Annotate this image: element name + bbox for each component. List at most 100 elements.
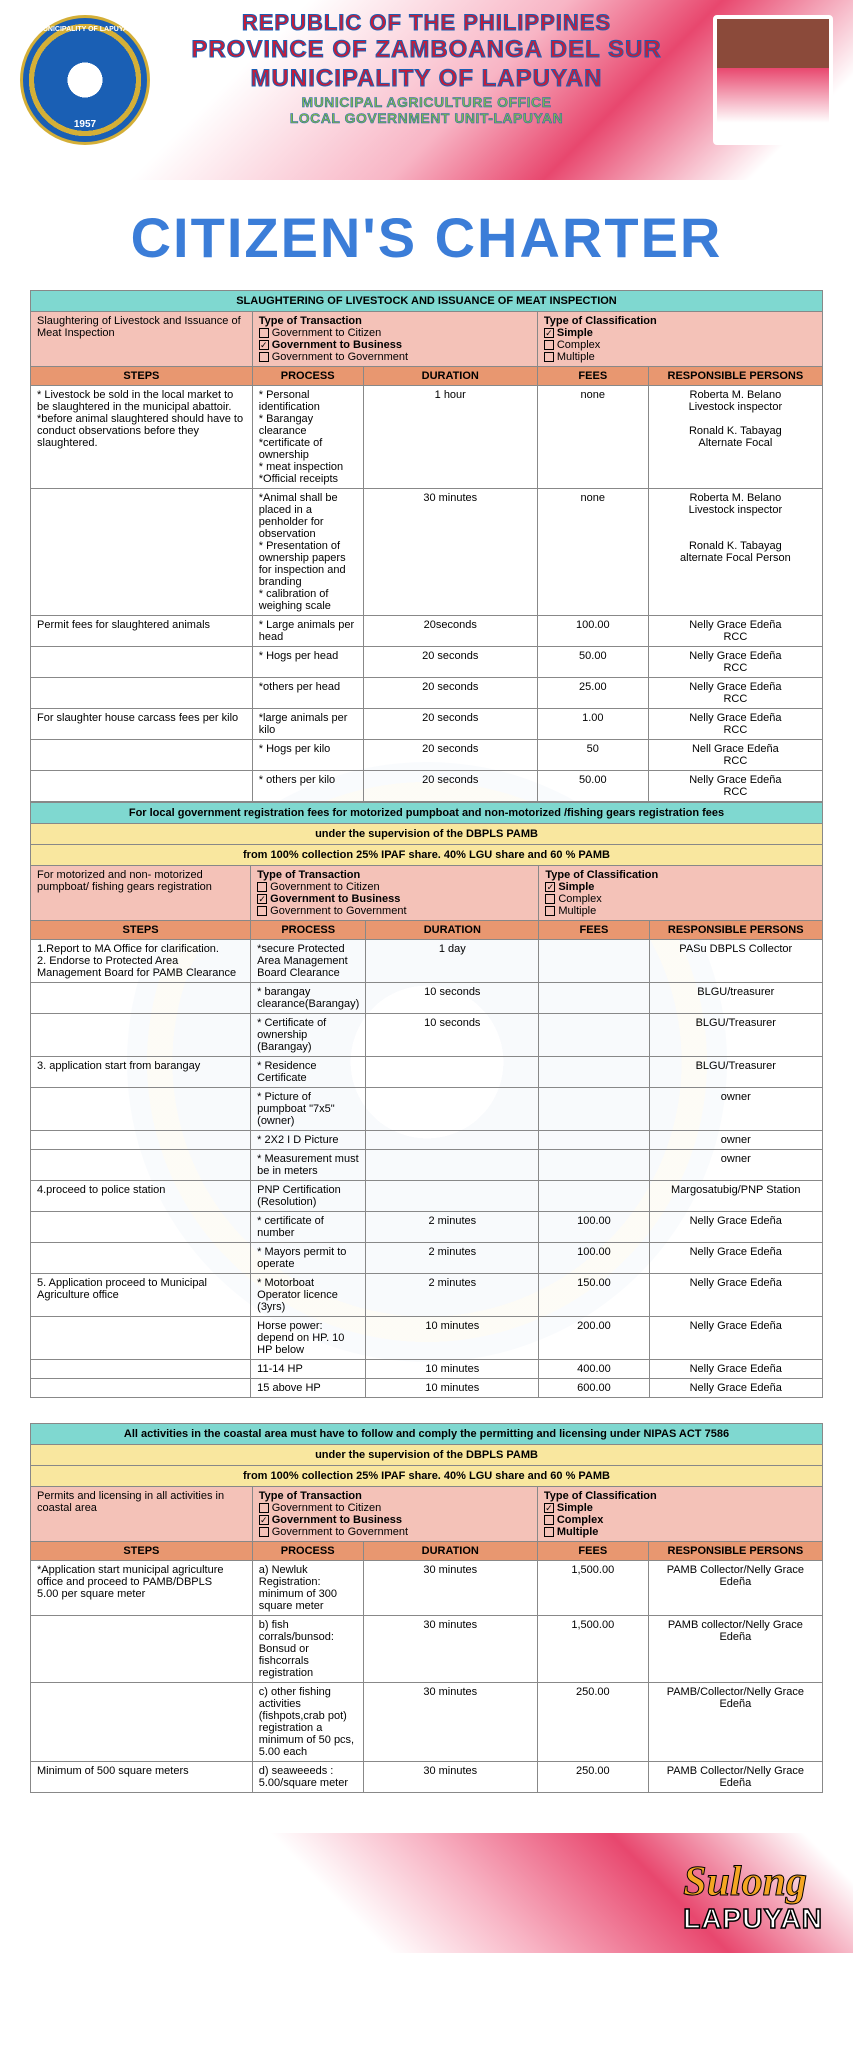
- cell-duration: 30 minutes: [363, 1762, 537, 1793]
- cell-process: * Picture of pumpboat "7x5" (owner): [251, 1088, 366, 1131]
- slogan: Sulong LAPUYAN: [683, 1866, 823, 1933]
- cell-resp: owner: [649, 1131, 823, 1150]
- cell-resp: PASu DBPLS Collector: [649, 940, 823, 983]
- section2-service: For motorized and non- motorized pumpboa…: [31, 866, 251, 921]
- cell-steps: [31, 647, 253, 678]
- table-row: * Hogs per kilo20 seconds50Nell Grace Ed…: [31, 740, 823, 771]
- seal-text: MUNICIPALITY OF LAPUYAN: [23, 26, 147, 33]
- section1-table: SLAUGHTERING OF LIVESTOCK AND ISSUANCE O…: [30, 290, 823, 802]
- cell-fees: [539, 1014, 649, 1057]
- table-row: * Picture of pumpboat "7x5" (owner)owner: [31, 1088, 823, 1131]
- table-row: c) other fishing activities (fishpots,cr…: [31, 1683, 823, 1762]
- table-row: Permit fees for slaughtered animals* Lar…: [31, 616, 823, 647]
- cell-fees: 100.00: [539, 1212, 649, 1243]
- cell-duration: [366, 1057, 539, 1088]
- cell-fees: 600.00: [539, 1379, 649, 1398]
- cell-duration: 10 seconds: [366, 1014, 539, 1057]
- cell-process: 15 above HP: [251, 1379, 366, 1398]
- cell-process: Horse power: depend on HP. 10 HP below: [251, 1317, 366, 1360]
- cell-process: * Hogs per head: [252, 647, 363, 678]
- section1-header-row: STEPS PROCESS DURATION FEES RESPONSIBLE …: [31, 367, 823, 386]
- cell-fees: [539, 1131, 649, 1150]
- section2-table: For local government registration fees f…: [30, 802, 823, 1398]
- cell-process: b) fish corrals/bunsod: Bonsud or fishco…: [252, 1616, 363, 1683]
- content: SLAUGHTERING OF LIVESTOCK AND ISSUANCE O…: [0, 290, 853, 1833]
- page: MUNICIPALITY OF LAPUYAN 1957 REPUBLIC OF…: [0, 0, 853, 1953]
- footer: Sulong LAPUYAN: [0, 1833, 853, 1953]
- checkbox-icon: [544, 340, 554, 350]
- table-row: * certificate of number2 minutes100.00Ne…: [31, 1212, 823, 1243]
- cell-resp: Nelly Grace Edeña RCC: [648, 709, 822, 740]
- cell-steps: [31, 1243, 251, 1274]
- title-band: CITIZEN'S CHARTER: [0, 180, 853, 290]
- table-row: * others per kilo20 seconds50.00Nelly Gr…: [31, 771, 823, 802]
- cell-steps: [31, 983, 251, 1014]
- section3-banner3: from 100% collection 25% IPAF share. 40%…: [31, 1466, 823, 1487]
- section1-service: Slaughtering of Livestock and Issuance o…: [31, 312, 253, 367]
- table-row: * Mayors permit to operate2 minutes100.0…: [31, 1243, 823, 1274]
- cell-resp: Nelly Grace Edeña: [649, 1274, 823, 1317]
- cell-process: * Certificate of ownership (Barangay): [251, 1014, 366, 1057]
- table-row: 3. application start from barangay* Resi…: [31, 1057, 823, 1088]
- section1-meta-row: Slaughtering of Livestock and Issuance o…: [31, 312, 823, 367]
- cell-duration: 10 minutes: [366, 1379, 539, 1398]
- cell-steps: * Livestock be sold in the local market …: [31, 386, 253, 489]
- cell-duration: 2 minutes: [366, 1274, 539, 1317]
- checkbox-icon: [257, 894, 267, 904]
- table-row: * 2X2 I D Pictureowner: [31, 1131, 823, 1150]
- cell-steps: 4.proceed to police station: [31, 1181, 251, 1212]
- cell-fees: 1.00: [537, 709, 648, 740]
- municipal-seal: MUNICIPALITY OF LAPUYAN 1957: [20, 15, 150, 145]
- cell-fees: [539, 983, 649, 1014]
- cell-steps: *Application start municipal agriculture…: [31, 1561, 253, 1616]
- cell-process: * Mayors permit to operate: [251, 1243, 366, 1274]
- cell-resp: owner: [649, 1150, 823, 1181]
- table-row: *Application start municipal agriculture…: [31, 1561, 823, 1616]
- cell-steps: [31, 1150, 251, 1181]
- cell-fees: 200.00: [539, 1317, 649, 1360]
- cell-duration: 30 minutes: [363, 1561, 537, 1616]
- cell-fees: 100.00: [539, 1243, 649, 1274]
- section1-class: Type of Classification Simple Complex Mu…: [537, 312, 822, 367]
- cell-process: c) other fishing activities (fishpots,cr…: [252, 1683, 363, 1762]
- cell-duration: 20 seconds: [363, 740, 537, 771]
- cell-fees: 50: [537, 740, 648, 771]
- cell-duration: 2 minutes: [366, 1212, 539, 1243]
- cell-resp: BLGU/treasurer: [649, 983, 823, 1014]
- cell-fees: [539, 1088, 649, 1131]
- cell-fees: none: [537, 489, 648, 616]
- table-row: * Certificate of ownership (Barangay)10 …: [31, 1014, 823, 1057]
- cell-fees: [539, 1057, 649, 1088]
- table-row: Minimum of 500 square metersd) seaweeeds…: [31, 1762, 823, 1793]
- cell-duration: 30 minutes: [363, 1616, 537, 1683]
- checkbox-icon: [544, 352, 554, 362]
- section2-banner2: under the supervision of the DBPLS PAMB: [31, 824, 823, 845]
- section3-meta-row: Permits and licensing in all activities …: [31, 1487, 823, 1542]
- cell-steps: 3. application start from barangay: [31, 1057, 251, 1088]
- checkbox-icon: [544, 1515, 554, 1525]
- section2-meta-row: For motorized and non- motorized pumpboa…: [31, 866, 823, 921]
- checkbox-icon: [545, 882, 555, 892]
- cell-steps: [31, 1212, 251, 1243]
- cell-fees: [539, 1150, 649, 1181]
- cell-steps: [31, 740, 253, 771]
- cell-process: d) seaweeeds : 5.00/square meter: [252, 1762, 363, 1793]
- cell-steps: [31, 1616, 253, 1683]
- cell-resp: BLGU/Treasurer: [649, 1057, 823, 1088]
- table-row: b) fish corrals/bunsod: Bonsud or fishco…: [31, 1616, 823, 1683]
- table-row: 5. Application proceed to Municipal Agri…: [31, 1274, 823, 1317]
- cell-duration: 10 minutes: [366, 1317, 539, 1360]
- table-row: 4.proceed to police stationPNP Certifica…: [31, 1181, 823, 1212]
- cell-fees: 50.00: [537, 647, 648, 678]
- cell-process: a) Newluk Registration: minimum of 300 s…: [252, 1561, 363, 1616]
- section3-body: *Application start municipal agriculture…: [31, 1561, 823, 1793]
- cell-process: * Personal identification * Barangay cle…: [252, 386, 363, 489]
- table-row: For slaughter house carcass fees per kil…: [31, 709, 823, 740]
- checkbox-icon: [257, 906, 267, 916]
- checkbox-icon: [259, 1503, 269, 1513]
- cell-fees: 400.00: [539, 1360, 649, 1379]
- cell-fees: 250.00: [537, 1762, 648, 1793]
- cell-resp: Nell Grace Edeña RCC: [648, 740, 822, 771]
- cell-resp: Nelly Grace Edeña RCC: [648, 647, 822, 678]
- table-row: 1.Report to MA Office for clarification.…: [31, 940, 823, 983]
